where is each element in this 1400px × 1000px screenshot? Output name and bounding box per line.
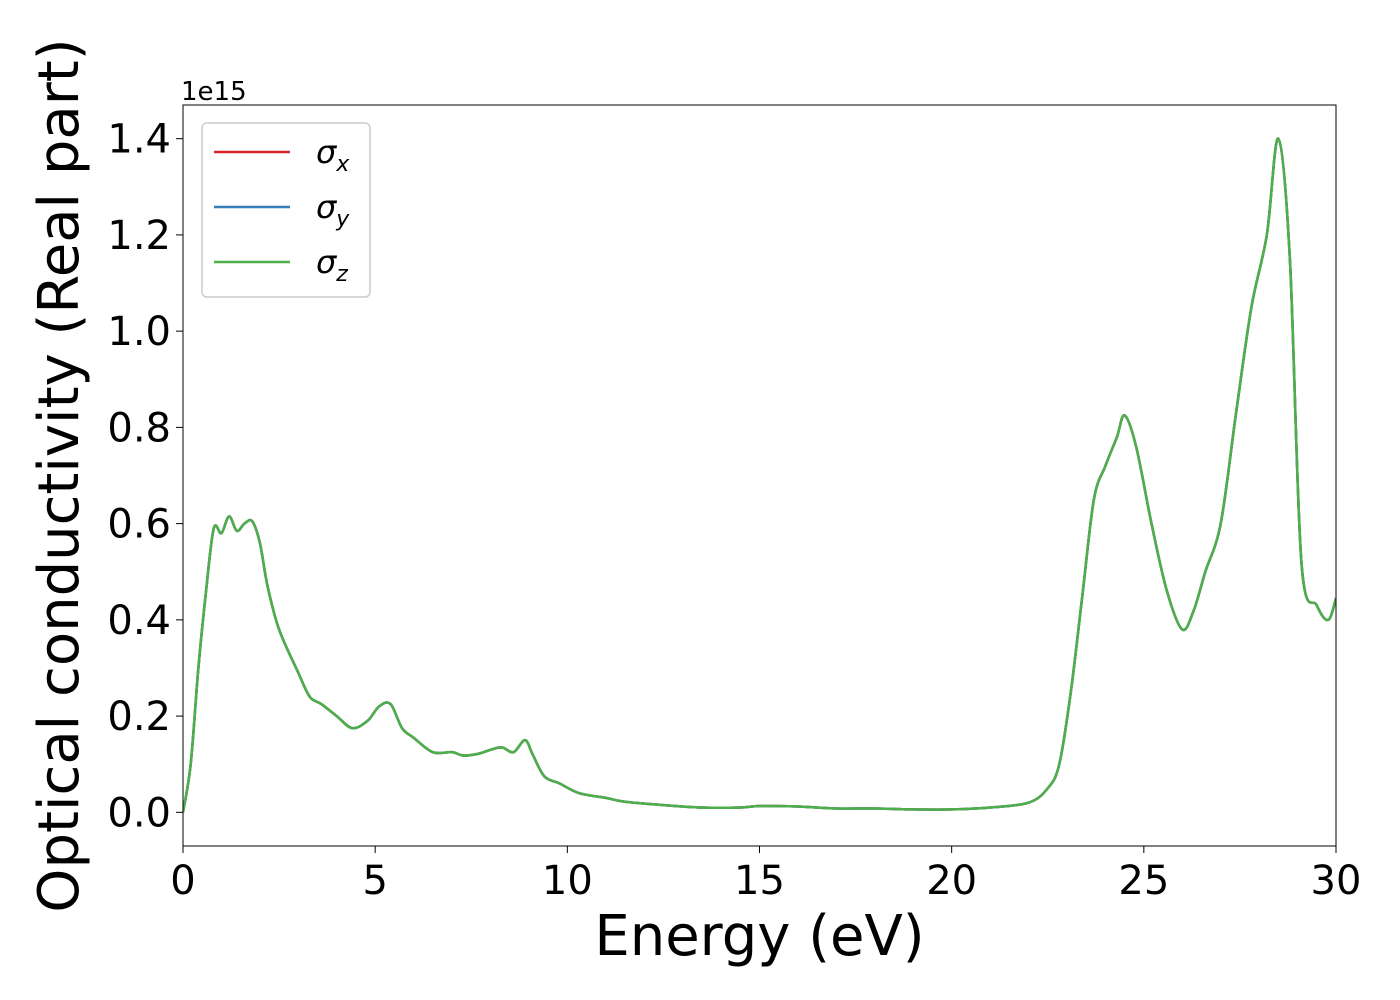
x-tick-label: 10 xyxy=(542,858,593,904)
legend-box xyxy=(201,122,371,298)
series-layer xyxy=(183,137,1336,813)
y-tick-label: 0.8 xyxy=(107,405,171,451)
y-axis-offset-label: 1e15 xyxy=(181,77,247,107)
series-line-z xyxy=(183,137,1336,813)
legend-label-z: σz xyxy=(316,243,348,287)
y-tick-label: 0.6 xyxy=(107,502,171,548)
x-tick-label: 20 xyxy=(926,858,977,904)
y-axis-title: Optical conductivity (Real part) xyxy=(27,38,92,912)
x-tick-label: 30 xyxy=(1311,858,1362,904)
y-tick-label: 0.4 xyxy=(107,598,171,644)
legend-label-y: σy xyxy=(316,188,350,232)
legend: σx σy σz xyxy=(201,122,371,298)
y-tick-label: 1.4 xyxy=(107,117,171,163)
x-axis: 0 5 10 15 20 25 30 xyxy=(170,846,1361,904)
y-tick-label: 1.0 xyxy=(107,309,171,355)
y-axis: 0.0 0.2 0.4 0.6 0.8 1.0 1.2 1.4 xyxy=(107,117,183,836)
legend-label-x: σx xyxy=(316,133,350,177)
y-tick-label: 0.2 xyxy=(107,694,171,740)
x-tick-label: 25 xyxy=(1118,858,1169,904)
y-tick-label: 0.0 xyxy=(107,790,171,836)
y-tick-label: 1.2 xyxy=(107,213,171,259)
x-tick-label: 15 xyxy=(734,858,785,904)
x-axis-title: Energy (eV) xyxy=(594,904,924,969)
x-tick-label: 0 xyxy=(170,858,195,904)
x-tick-label: 5 xyxy=(362,858,387,904)
